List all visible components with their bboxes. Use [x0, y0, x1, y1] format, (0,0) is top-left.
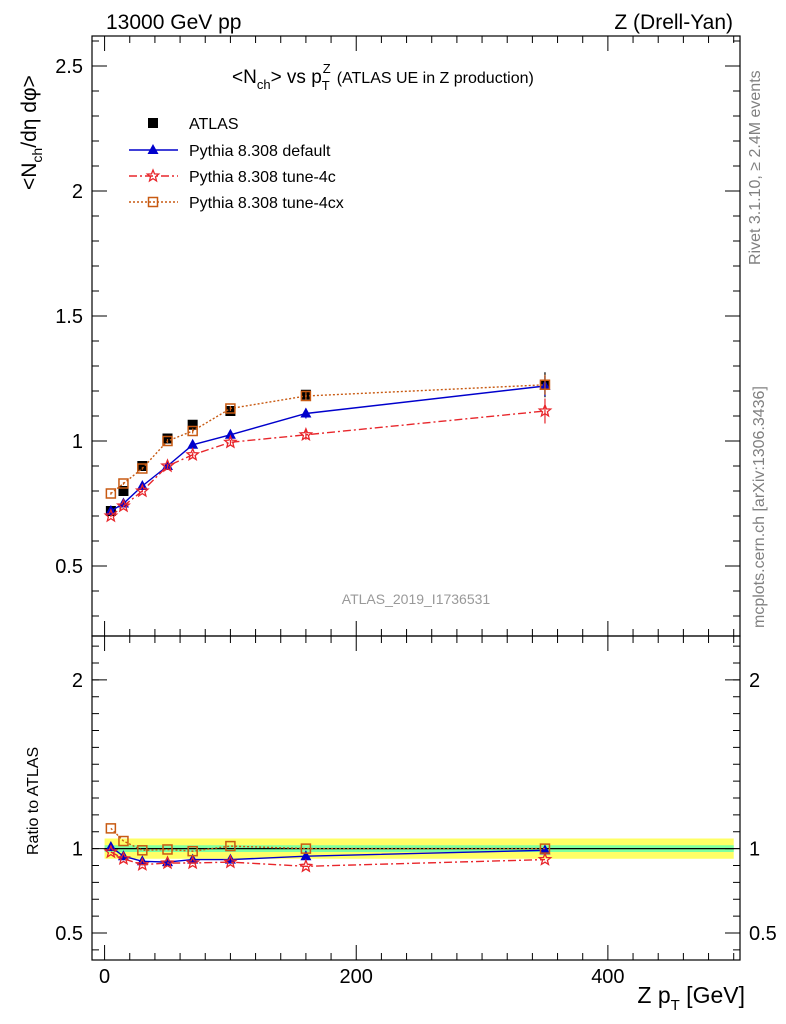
side-label-rivet: Rivet 3.1.10, ≥ 2.4M events — [747, 70, 764, 265]
series-pythia-8-308-tune-4cx — [105, 374, 551, 499]
data-point — [137, 463, 148, 474]
ratio-data-point — [187, 845, 198, 857]
legend-marker — [147, 196, 159, 208]
analysis-watermark: ATLAS_2019_I1736531 — [342, 591, 491, 607]
ratio-frame — [91, 635, 741, 961]
ratio-data-point — [118, 835, 129, 847]
ratio-panel: 0.5 0.5 1 1 2 2 0 200 400 — [55, 635, 777, 988]
ratio-y-tick-label-right: 2 — [749, 670, 760, 692]
data-point — [118, 478, 129, 489]
title-part-c: (ATLAS UE in Z production) — [337, 70, 534, 87]
ratio-y-tick-label: 1 — [72, 839, 83, 861]
main-y-tick-label: 2 — [72, 181, 83, 203]
title-sub-t: T — [322, 78, 330, 93]
data-point — [187, 438, 199, 449]
ratio-data-point — [537, 851, 553, 866]
ratio-y-axis-label: Ratio to ATLAS — [25, 747, 42, 855]
ratio-data-point — [105, 823, 117, 834]
legend-marker — [147, 144, 159, 154]
title-sub-ch: ch — [257, 77, 271, 92]
data-point — [118, 486, 129, 496]
main-plot-title: <Nch> vs pTZ (ATLAS UE in Z production) — [232, 61, 534, 93]
ratio-y-tick-label: 2 — [72, 670, 83, 692]
xlabel-part-b: [GeV] — [680, 982, 745, 1008]
ratio-data-point — [185, 855, 201, 870]
ratio-y-tick-label: 0.5 — [55, 923, 83, 945]
data-point — [223, 434, 238, 449]
x-axis-label: Z pT [GeV] — [637, 982, 745, 1014]
legend-label: Pythia 8.308 default — [189, 143, 331, 160]
legend-label: Pythia 8.308 tune-4cx — [189, 195, 344, 212]
data-point — [162, 433, 173, 444]
series-line — [110, 410, 546, 517]
data-point — [185, 447, 201, 462]
ylabel-part-a: <N — [18, 163, 41, 190]
data-point — [105, 488, 117, 499]
data-point — [300, 390, 312, 402]
ratio-data-point — [160, 855, 175, 870]
ratio-series-pythia-8-308-tune-4cx — [105, 823, 551, 857]
ratio-series-line — [110, 827, 545, 852]
title-part-a: <N — [232, 67, 257, 88]
x-tick-label: 400 — [591, 966, 624, 988]
series-line — [110, 385, 546, 512]
legend: ATLAS Pythia 8.308 default Pythia 8.308 tu… — [129, 116, 344, 212]
data-point — [187, 419, 198, 430]
data-point — [117, 497, 129, 508]
main-y-axis-label: <Nch/dη dφ> — [18, 75, 45, 190]
data-point — [162, 435, 173, 447]
ratio-y-tick-label-right: 1 — [749, 839, 760, 861]
main-panel: 0.5 1 1.5 2 2.5 — [55, 35, 741, 637]
series-pythia-8-308-tune-4c — [103, 398, 553, 523]
side-label-mcplots: mcplots.cern.ch [arXiv:1306.3436] — [751, 386, 768, 628]
ratio-data-point — [300, 843, 312, 854]
ratio-data-point — [116, 851, 131, 866]
data-point — [115, 498, 131, 513]
ratio-data-point — [134, 856, 150, 871]
xlabel-part-a: Z p — [637, 982, 670, 1008]
title-sup-z: Z — [323, 61, 331, 76]
main-y-tick-label: 2.5 — [55, 56, 83, 78]
legend-label: Pythia 8.308 tune-4c — [189, 169, 336, 186]
x-tick-label: 0 — [99, 966, 110, 988]
data-point — [225, 403, 236, 414]
data-point — [537, 403, 553, 418]
main-y-tick-label: 0.5 — [55, 556, 83, 578]
series-line — [110, 384, 546, 495]
ratio-series-pythia-8-308-tune-4c — [103, 844, 553, 873]
ylabel-part-b: /dη dφ> — [18, 75, 41, 148]
data-point — [187, 425, 198, 437]
data-point — [160, 458, 175, 473]
ratio-data-point — [224, 853, 236, 864]
data-point — [300, 407, 312, 418]
ratio-y-tick-label-right: 0.5 — [749, 923, 777, 945]
xlabel-sub: T — [671, 997, 680, 1014]
ratio-data-point — [103, 844, 119, 859]
legend-marker — [148, 118, 158, 128]
ratio-data-point — [298, 858, 314, 873]
title-part-b: > vs p — [271, 67, 322, 88]
data-point — [224, 428, 236, 439]
ratio-data-point — [300, 850, 312, 861]
data-point — [298, 427, 314, 442]
main-y-tick-label: 1 — [72, 431, 83, 453]
data-point — [137, 461, 148, 471]
ratio-data-point — [539, 844, 551, 855]
header-energy-label: 13000 GeV pp — [106, 11, 241, 34]
ratio-data-point — [225, 840, 236, 852]
ratio-data-point — [223, 854, 238, 869]
ratio-data-point — [539, 843, 551, 854]
legend-marker — [145, 168, 161, 183]
data-point — [539, 379, 551, 390]
legend-label: ATLAS — [189, 116, 239, 133]
x-tick-label: 200 — [340, 966, 373, 988]
header-process-label: Z (Drell-Yan) — [614, 11, 733, 34]
data-point — [134, 483, 150, 498]
ratio-data-point — [137, 845, 148, 856]
data-point — [103, 508, 119, 523]
ratio-data-point — [162, 844, 173, 855]
main-y-tick-label: 1.5 — [55, 306, 83, 328]
ylabel-sub: ch — [29, 148, 45, 163]
